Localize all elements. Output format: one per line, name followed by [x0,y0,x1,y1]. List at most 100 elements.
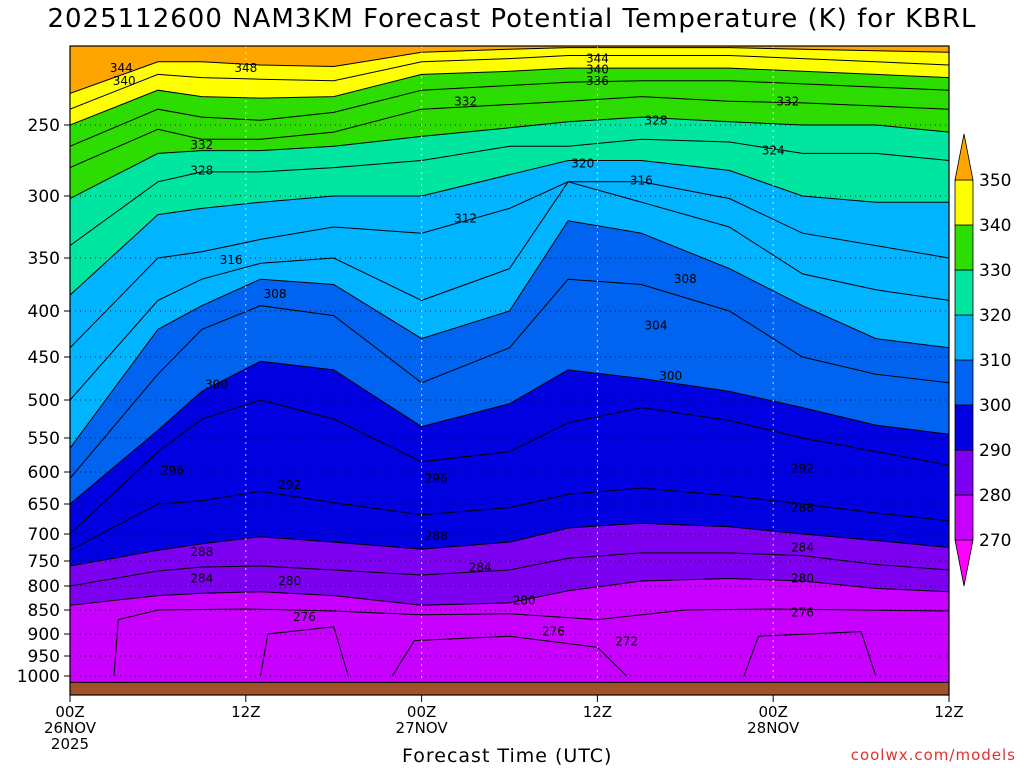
contour-label-340: 340 [586,63,609,77]
contour-label-348: 348 [234,61,257,75]
plot-frame [69,45,950,696]
colorbar-swatch-320 [954,269,974,316]
colorbar-label-350: 350 [979,171,1011,191]
colorbar-label-310: 310 [979,351,1011,371]
credit-link[interactable]: coolwx.com/models [850,746,1016,764]
contour-label-288: 288 [425,529,448,543]
isentrope-320 [70,160,949,296]
x-tick-label-0-2: 2025 [51,735,89,753]
x-tick-label-24-0: 00Z [407,703,436,721]
y-tick-label-700: 700 [28,525,60,545]
theta-band-348 [70,46,949,94]
contour-label-284: 284 [469,561,492,575]
isentrope-contours [70,47,949,677]
contour-label-308: 308 [264,287,287,301]
y-axis: 250 300 350 400 450 500 550 600 650 700 750 800 850 9… [17,116,70,687]
y-tick-label-750: 750 [28,552,60,572]
contour-label-280: 280 [278,574,301,588]
contour-label-288: 288 [791,501,814,515]
isentrope-low-2 [391,635,628,677]
contour-label-332: 332 [454,94,477,108]
colorbar-swatch-280 [954,449,974,496]
contour-label-300: 300 [659,369,682,383]
ground-fill [70,682,949,695]
theta-band-288 [70,488,949,566]
y-tick-label-850: 850 [28,601,60,621]
y-tick-label-650: 650 [28,495,60,515]
y-tick-label-350: 350 [28,249,60,269]
colorbar-swatch-310 [954,314,974,361]
theta-band-280 [70,552,949,606]
colorbar-label-300: 300 [979,396,1011,416]
isentrope-296 [70,399,949,535]
colorbar-label-320: 320 [979,306,1011,326]
isentrope-312 [70,181,949,401]
contour-label-276: 276 [293,610,316,624]
isentrope-332 [70,96,949,169]
contour-label-276: 276 [791,605,814,619]
contour-label-288: 288 [190,545,213,559]
contour-label-328: 328 [645,113,668,127]
theta-band-312 [70,181,949,400]
y-tick-label-550: 550 [28,429,60,449]
contour-label-332: 332 [776,94,799,108]
contour-label-276: 276 [542,625,565,639]
colorbar-swatch-300 [954,359,974,406]
y-tick-label-900: 900 [28,625,60,645]
contour-label-296: 296 [161,464,184,478]
colorbar-swatch-290 [954,404,974,451]
colorbar-label-340: 340 [979,216,1011,236]
colorbar-swatch-330 [954,224,974,271]
contour-labels: 3443403483323283323443403363283323243203… [110,52,814,649]
x-tick-label-36-0: 12Z [583,703,612,721]
theta-band-320 [70,139,949,296]
y-tick-label-800: 800 [28,577,60,597]
isentrope-328 [70,116,949,199]
isentrope-324 [70,138,949,247]
contour-label-324: 324 [762,144,785,158]
colorbar-swatch-270 [954,494,974,541]
isentrope-336 [70,80,949,147]
x-tick-label-48-1: 28NOV [747,719,800,737]
isentrope-280 [70,577,949,606]
colorbar-label-290: 290 [979,441,1011,461]
y-tick-label-450: 450 [28,348,60,368]
y-tick-label-250: 250 [28,116,60,136]
contour-label-272: 272 [615,634,638,648]
isentrope-low-3 [743,631,877,677]
y-tick-label-500: 500 [28,391,60,411]
contour-label-284: 284 [791,541,814,555]
ground-terrain [70,681,949,695]
theta-band-316 [70,160,949,348]
x-tick-label-0-0: 00Z [55,703,84,721]
colorbar: 270 280 290 300 310 320 330 340 350 [954,133,1011,587]
contour-label-344: 344 [586,52,609,66]
isentrope-348 [70,47,949,94]
contour-label-280: 280 [513,593,536,607]
x-tick-label-0-1: 26NOV [44,719,97,737]
theta-band-292 [70,400,949,551]
isentrope-340 [70,67,949,126]
contour-label-316: 316 [630,173,653,187]
contour-label-332: 332 [190,138,213,152]
isentrope-308 [70,220,949,449]
contour-label-336: 336 [586,74,609,88]
isentrope-292 [70,487,949,551]
y-tick-label-600: 600 [28,463,60,483]
contour-label-316: 316 [220,253,243,267]
x-tick-label-12-0: 12Z [231,703,260,721]
contour-label-280: 280 [791,572,814,586]
theta-band-340 [70,55,949,125]
colorbar-high-arrow [954,133,974,181]
isentrope-288 [70,522,949,567]
theta-band-328 [70,96,949,199]
x-axis-label: Forecast Time (UTC) [402,745,613,767]
isentrope-344 [70,55,949,110]
isentrope-low-0 [113,608,949,677]
x-tick-label-48-0: 00Z [759,703,788,721]
contour-label-308: 308 [674,272,697,286]
contour-label-292: 292 [278,478,301,492]
y-tick-label-950: 950 [28,647,60,667]
isentrope-low-1 [260,626,349,677]
